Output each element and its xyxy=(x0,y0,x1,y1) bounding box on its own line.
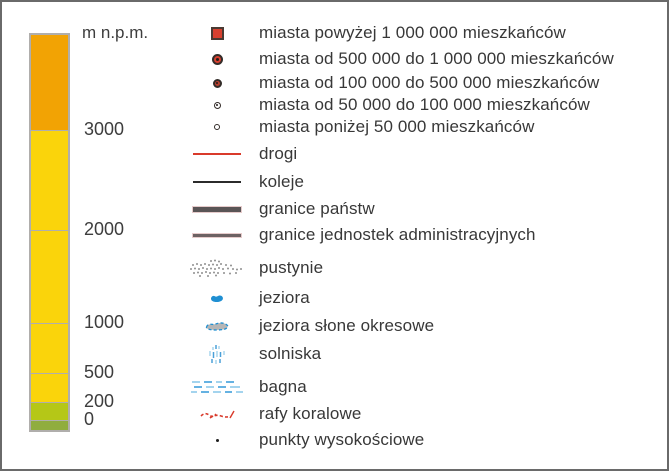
elevation-segment xyxy=(31,130,68,230)
city-over-1000000-icon xyxy=(210,26,224,40)
legend-label: jeziora xyxy=(259,288,310,307)
elevation-tick-label: 0 xyxy=(84,409,95,429)
legend-row: drogi xyxy=(185,140,297,168)
legend-row: jeziora słone okresowe xyxy=(185,312,434,340)
legend-row: pustynie xyxy=(185,254,323,282)
city-500000-1000000-icon xyxy=(211,53,223,65)
elevation-segment xyxy=(31,323,68,373)
legend-row: granice państw xyxy=(185,195,375,223)
city-100000-500000-icon xyxy=(212,78,222,88)
elevation-tick-label: 3000 xyxy=(84,119,125,139)
legend-row: jeziora xyxy=(185,284,310,312)
legend-row: miasta powyżej 1 000 000 mieszkańców xyxy=(185,19,566,47)
railway-line-icon xyxy=(193,181,241,183)
elevation-tick-label: 2000 xyxy=(84,219,125,239)
elevation-tick-label: 1000 xyxy=(84,312,125,332)
elevation-segment xyxy=(31,420,68,430)
elevation-segment xyxy=(31,402,68,420)
legend-row: miasta od 50 000 do 100 000 mieszkańców xyxy=(185,91,590,119)
coral-reef-icon xyxy=(200,410,235,419)
legend-label: miasta poniżej 50 000 mieszkańców xyxy=(259,117,535,136)
legend-row: miasta od 500 000 do 1 000 000 mieszkańc… xyxy=(185,45,614,73)
legend-row: granice jednostek administracyjnych xyxy=(185,221,536,249)
city-50000-100000-icon xyxy=(213,101,221,109)
elevation-scale-title: m n.p.m. xyxy=(82,23,149,42)
legend-row: bagna xyxy=(185,373,307,401)
legend-label: miasta od 500 000 do 1 000 000 mieszkańc… xyxy=(259,49,614,68)
elevation-segment xyxy=(31,373,68,402)
legend-label: punkty wysokościowe xyxy=(259,430,425,449)
elevation-tick-label: 200 xyxy=(84,391,115,411)
elevation-bar xyxy=(29,33,70,432)
legend-label: jeziora słone okresowe xyxy=(259,316,435,335)
state-border-line-icon xyxy=(193,206,241,212)
desert-icon xyxy=(190,259,242,277)
legend-label: solniska xyxy=(259,344,322,363)
legend-label: bagna xyxy=(259,377,307,396)
city-under-50000-icon xyxy=(214,124,220,130)
legend-row: koleje xyxy=(185,168,304,196)
lake-icon xyxy=(210,295,223,302)
legend-label: miasta od 100 000 do 500 000 mieszkańców xyxy=(259,73,600,92)
elevation-segment xyxy=(31,230,68,323)
elevation-point-icon xyxy=(215,438,219,442)
salt-lake-icon xyxy=(205,322,229,331)
elevation-tick-label: 500 xyxy=(84,362,115,382)
legend-row: punkty wysokościowe xyxy=(185,426,424,454)
legend-label: drogi xyxy=(259,144,298,163)
legend-label: miasta powyżej 1 000 000 mieszkańców xyxy=(259,23,566,42)
legend-row: rafy koralowe xyxy=(185,400,361,428)
legend-label: koleje xyxy=(259,172,305,191)
legend-label: miasta od 50 000 do 100 000 mieszkańców xyxy=(259,95,590,114)
legend-row: solniska xyxy=(185,340,321,368)
admin-border-line-icon xyxy=(193,233,241,237)
legend-label: granice jednostek administracyjnych xyxy=(259,225,536,244)
legend-row: miasta poniżej 50 000 mieszkańców xyxy=(185,113,534,141)
elevation-segment xyxy=(31,35,68,130)
legend-label: granice państw xyxy=(259,199,375,218)
road-line-icon xyxy=(193,153,241,155)
legend-label: pustynie xyxy=(259,258,324,277)
salt-flat-icon xyxy=(209,344,225,364)
legend-row: miasta od 100 000 do 500 000 mieszkańców xyxy=(185,69,599,97)
swamp-icon xyxy=(191,380,243,393)
legend-label: rafy koralowe xyxy=(259,404,362,423)
